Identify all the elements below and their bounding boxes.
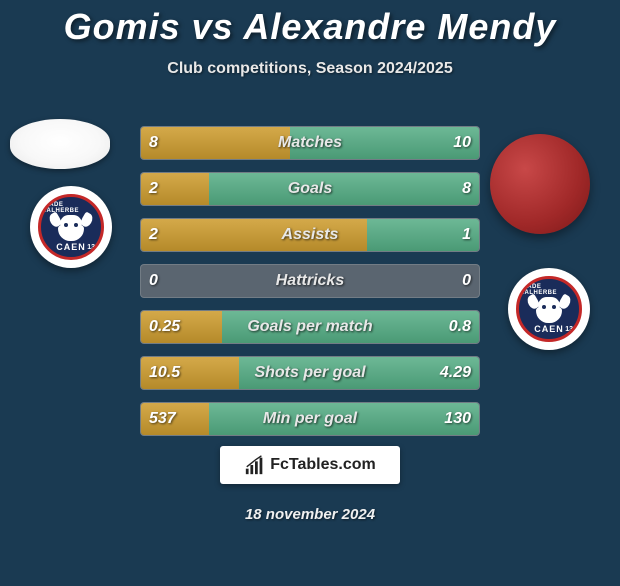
player1-value: 0.25	[149, 318, 180, 336]
club-badge-number: 13	[565, 326, 573, 333]
player2-bar	[209, 173, 479, 205]
player2-value: 8	[462, 180, 471, 198]
player2-value: 130	[444, 410, 471, 428]
page-subtitle: Club competitions, Season 2024/2025	[0, 60, 620, 78]
club-badge-inner: STADE MALHERBE CAEN 13	[38, 194, 104, 260]
player2-bar	[222, 311, 479, 343]
player2-bar	[209, 403, 479, 435]
player1-value: 2	[149, 180, 158, 198]
player2-value: 0	[462, 272, 471, 290]
footer-logo-text: FcTables.com	[270, 456, 376, 474]
page-title: Gomis vs Alexandre Mendy	[0, 6, 620, 48]
club-badge-number: 13	[87, 244, 95, 251]
player2-bar	[290, 127, 479, 159]
player1-club-badge: STADE MALHERBE CAEN 13	[30, 186, 112, 268]
viking-icon	[534, 297, 564, 323]
viking-icon	[56, 215, 86, 241]
footer-logo: FcTables.com	[220, 446, 400, 484]
player2-value: 10	[453, 134, 471, 152]
player2-value: 1	[462, 226, 471, 244]
stat-label: Hattricks	[141, 272, 479, 290]
player1-bar	[141, 127, 290, 159]
stat-row: 28Goals	[140, 172, 480, 206]
stat-row: 0 0Hattricks	[140, 264, 480, 298]
stat-row: 10.54.29Shots per goal	[140, 356, 480, 390]
player1-value: 10.5	[149, 364, 180, 382]
stat-row: 537130Min per goal	[140, 402, 480, 436]
player1-bar	[141, 219, 367, 251]
player1-value: 2	[149, 226, 158, 244]
player1-value: 0	[149, 272, 158, 290]
club-badge-top-text: STADE MALHERBE	[41, 202, 101, 214]
player1-avatar	[10, 119, 110, 169]
club-badge-top-text: STADE MALHERBE	[519, 284, 579, 296]
fctables-logo-icon	[244, 454, 266, 476]
player2-avatar	[490, 134, 590, 234]
stat-row: 21Assists	[140, 218, 480, 252]
club-badge-name: CAEN	[56, 242, 86, 252]
comparison-chart: 810Matches28Goals21Assists00Hattricks0.2…	[140, 126, 480, 448]
player2-value: 0.8	[449, 318, 471, 336]
footer-date: 18 november 2024	[0, 506, 620, 523]
stat-row: 0.250.8Goals per match	[140, 310, 480, 344]
player2-value: 4.29	[440, 364, 471, 382]
stat-row: 810Matches	[140, 126, 480, 160]
club-badge-name: CAEN	[534, 324, 564, 334]
player1-value: 8	[149, 134, 158, 152]
player1-value: 537	[149, 410, 176, 428]
club-badge-inner: STADE MALHERBE CAEN 13	[516, 276, 582, 342]
player2-club-badge: STADE MALHERBE CAEN 13	[508, 268, 590, 350]
